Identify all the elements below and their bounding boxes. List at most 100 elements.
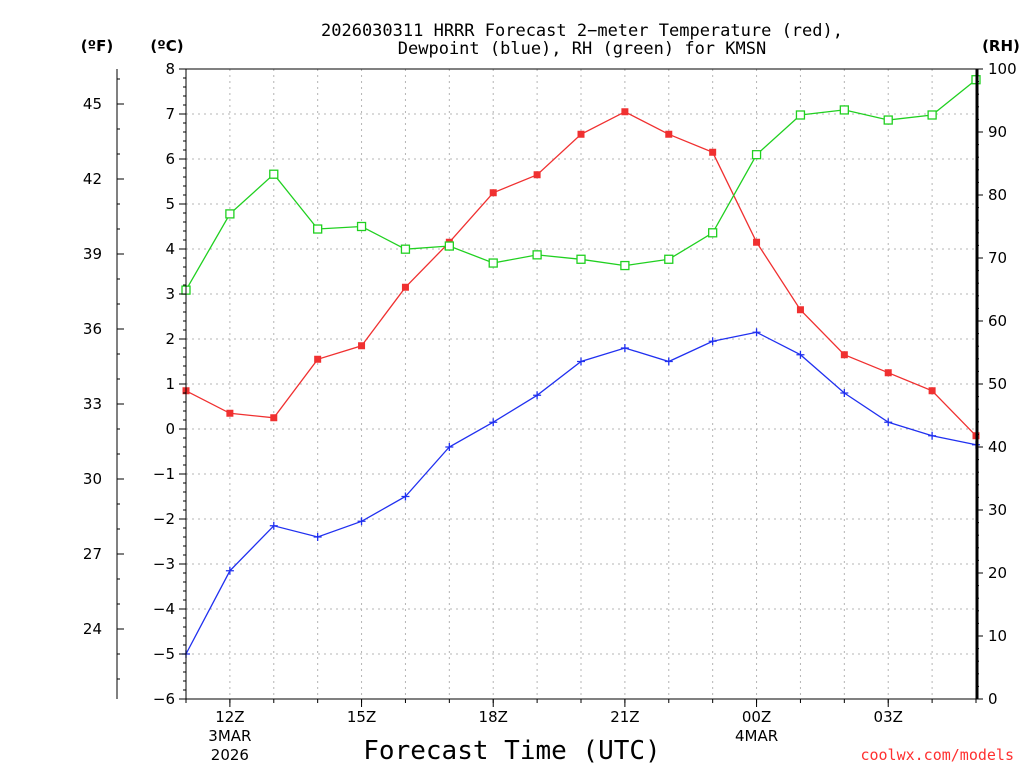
temperature-point (796, 306, 804, 314)
celsius-tick-label: −3 (153, 555, 175, 573)
x-tick-label: 00Z (742, 708, 771, 726)
temperature-point (709, 148, 717, 156)
dewpoint-point (840, 389, 849, 397)
rh-point (356, 221, 367, 232)
x-tick-label: 03Z (874, 708, 903, 726)
rh-point (225, 209, 235, 219)
celsius-tick-label: −6 (153, 690, 175, 708)
x-tick-date-label: 4MAR (735, 727, 778, 745)
rh-point (620, 260, 630, 271)
rh-tick-label: 30 (988, 501, 1007, 519)
temperature-point (577, 130, 585, 138)
x-tick-label: 21Z (610, 708, 639, 726)
rh-tick-label: 80 (988, 186, 1007, 204)
fahrenheit-axis-label: (ºF) (81, 37, 113, 55)
x-tick-label: 15Z (347, 708, 376, 726)
rh-tick-label: 60 (988, 312, 1007, 330)
x-axis-title: Forecast Time (UTC) (363, 736, 660, 766)
rh-tick-label: 100 (988, 60, 1017, 78)
dewpoint-point (401, 492, 410, 501)
temperature-point (753, 238, 761, 246)
temperature-point (314, 355, 322, 363)
temperature-point (665, 130, 673, 138)
temperature-point (533, 171, 541, 179)
temperature-point (621, 108, 629, 116)
rh-tick-label: 40 (988, 438, 1007, 456)
dewpoint-point (928, 431, 937, 440)
rh-tick-label: 90 (988, 123, 1007, 141)
rh-point (532, 250, 542, 260)
temperature-point (489, 189, 497, 197)
celsius-tick-label: 6 (165, 150, 175, 168)
rh-point (927, 110, 937, 120)
rh-tick-label: 0 (988, 690, 998, 708)
temperature-point (884, 369, 892, 377)
rh-tick-label: 50 (988, 375, 1007, 393)
dewpoint-point (269, 521, 278, 530)
dewpoint-point (533, 391, 542, 400)
celsius-axis-label: (ºC) (150, 37, 183, 55)
fahrenheit-tick-label: 36 (83, 320, 102, 338)
dewpoint-point (620, 344, 629, 352)
temperature-point (226, 409, 234, 417)
rh-point (883, 115, 893, 125)
series-layer (181, 75, 981, 658)
dewpoint-point (445, 443, 454, 451)
fahrenheit-tick-label: 45 (83, 95, 102, 113)
x-tick-date-label: 3MAR (208, 727, 251, 745)
temperature-point (270, 414, 278, 422)
celsius-tick-label: −4 (153, 600, 175, 618)
celsius-tick-label: 4 (165, 240, 175, 258)
x-tick-label: 18Z (479, 708, 508, 726)
temperature-point (928, 387, 936, 395)
dewpoint-point (577, 357, 585, 366)
celsius-tick-label: 3 (165, 285, 175, 303)
rh-tick-label: 20 (988, 564, 1007, 582)
rh-point (488, 258, 498, 268)
rh-point (400, 244, 411, 254)
dewpoint-point (313, 533, 322, 541)
rh-point (313, 224, 323, 234)
dewpoint-point (664, 357, 673, 366)
dewpoint-point (357, 517, 366, 526)
dewpoint-point (708, 337, 717, 346)
temperature-point (840, 351, 848, 359)
rh-tick-label: 10 (988, 627, 1007, 645)
fahrenheit-tick-label: 27 (83, 545, 102, 563)
x-tick-year-label: 2026 (211, 746, 249, 764)
celsius-tick-label: 5 (165, 195, 175, 213)
fahrenheit-tick-label: 42 (83, 170, 102, 188)
fahrenheit-tick-label: 24 (83, 620, 102, 638)
x-tick-label: 12Z (215, 708, 244, 726)
dewpoint-point (489, 418, 498, 427)
celsius-tick-label: 2 (165, 330, 175, 348)
rh-point (795, 110, 806, 120)
credit-text: coolwx.com/models (860, 746, 1014, 764)
celsius-tick-label: 0 (165, 420, 175, 438)
rh-axis-label: (RH) (982, 37, 1020, 55)
celsius-tick-label: −2 (153, 510, 175, 528)
celsius-tick-label: −5 (153, 645, 175, 663)
dewpoint-point (884, 418, 893, 427)
celsius-tick-label: 7 (165, 105, 175, 123)
chart-subtitle: Dewpoint (blue), RH (green) for KMSN (398, 39, 766, 59)
fahrenheit-tick-label: 30 (83, 470, 102, 488)
dewpoint-line (185, 331, 977, 655)
rh-point (751, 150, 762, 160)
temperature-point (401, 283, 409, 291)
celsius-tick-label: −1 (153, 465, 175, 483)
celsius-tick-label: 8 (165, 60, 175, 78)
rh-point (444, 241, 454, 251)
fahrenheit-tick-label: 33 (83, 395, 102, 413)
temperature-point (358, 342, 366, 350)
rh-point (269, 169, 279, 179)
axes: −6−5−4−3−2−10123456780102030405060708090… (83, 60, 1017, 764)
dewpoint-point (752, 328, 761, 337)
rh-point (664, 254, 674, 264)
rh-tick-label: 70 (988, 249, 1007, 267)
rh-point (839, 105, 849, 115)
dewpoint-point (796, 350, 805, 359)
dewpoint-point (225, 566, 234, 575)
fahrenheit-tick-label: 39 (83, 245, 102, 263)
